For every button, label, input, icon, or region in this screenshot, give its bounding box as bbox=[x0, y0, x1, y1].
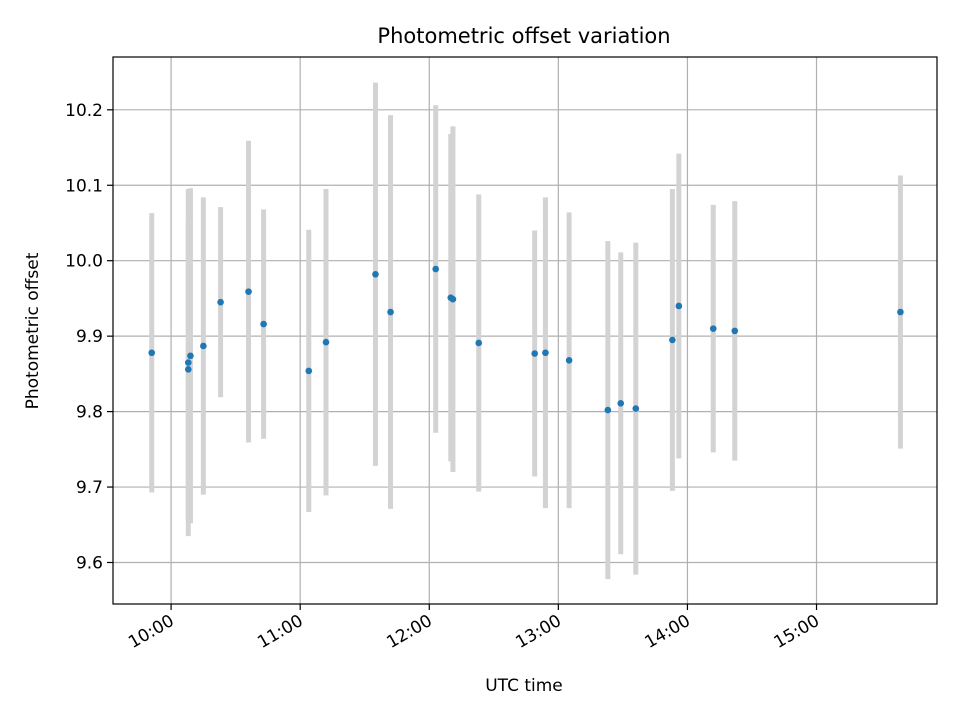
data-point bbox=[709, 325, 717, 332]
x-tick-label: 12:00 bbox=[383, 611, 435, 653]
data-point bbox=[322, 338, 330, 346]
x-axis-label: UTC time bbox=[485, 676, 563, 696]
data-point bbox=[185, 366, 192, 373]
y-tick-label: 10.0 bbox=[65, 252, 103, 272]
y-tick-label: 9.8 bbox=[76, 403, 103, 423]
x-tick-label: 13:00 bbox=[512, 611, 564, 653]
x-tick-label: 14:00 bbox=[641, 611, 693, 653]
data-point bbox=[260, 320, 267, 328]
data-point bbox=[432, 265, 440, 273]
data-point bbox=[305, 367, 313, 375]
grid-lines bbox=[113, 57, 937, 604]
y-tick-label: 9.7 bbox=[76, 478, 103, 498]
data-point bbox=[217, 298, 224, 306]
plot-frame bbox=[112, 56, 938, 605]
data-point bbox=[731, 327, 739, 335]
data-point bbox=[475, 339, 483, 347]
data-point bbox=[200, 342, 207, 350]
data-point bbox=[604, 406, 612, 414]
data-point bbox=[669, 336, 676, 344]
x-axis-ticks: 10:00 11:00 12:00 13:00 14:00 15:00 bbox=[125, 604, 823, 653]
error-bars bbox=[149, 82, 903, 580]
data-point bbox=[185, 359, 192, 366]
x-tick-label: 15:00 bbox=[771, 611, 823, 653]
data-point bbox=[897, 308, 904, 316]
x-tick-label: 11:00 bbox=[254, 611, 306, 653]
data-point bbox=[187, 352, 194, 360]
data-point bbox=[387, 308, 394, 316]
data-point bbox=[632, 405, 640, 412]
data-point bbox=[542, 349, 549, 357]
data-point bbox=[531, 350, 538, 357]
data-point bbox=[372, 270, 379, 278]
y-tick-label: 9.6 bbox=[76, 554, 103, 574]
y-tick-label: 9.9 bbox=[76, 327, 103, 347]
y-tick-label: 10.1 bbox=[65, 176, 103, 196]
data-markers bbox=[148, 265, 904, 414]
y-axis-ticks: 9.6 9.7 9.8 9.9 10.0 10.1 10.2 bbox=[65, 101, 113, 574]
data-point bbox=[449, 295, 457, 303]
data-point bbox=[148, 349, 156, 357]
chart-title: Photometric offset variation bbox=[377, 24, 670, 48]
y-axis-label: Photometric offset bbox=[23, 252, 43, 409]
x-tick-label: 10:00 bbox=[125, 611, 177, 653]
data-point bbox=[675, 302, 683, 310]
data-point bbox=[245, 288, 252, 295]
data-point bbox=[617, 400, 625, 407]
data-point bbox=[565, 357, 573, 364]
y-tick-label: 10.2 bbox=[65, 101, 103, 121]
